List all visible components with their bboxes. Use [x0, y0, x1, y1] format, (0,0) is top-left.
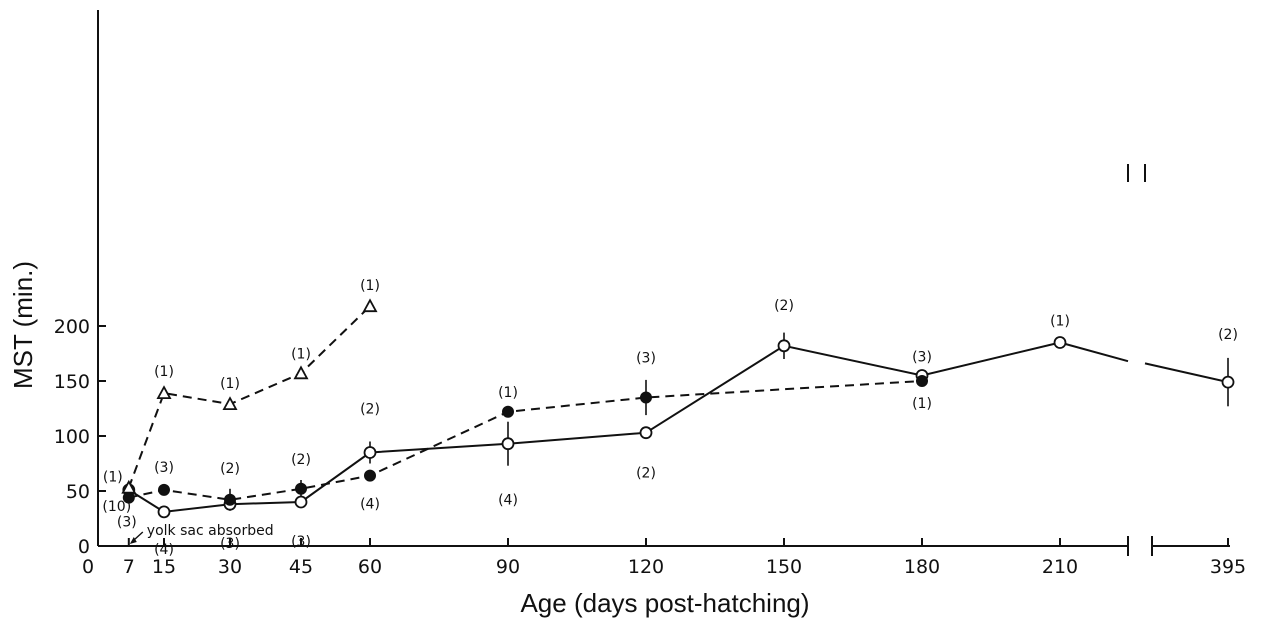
- sample-size-label: (2): [360, 402, 380, 418]
- x-tick-label: 7: [123, 556, 135, 578]
- sample-size-label: (1): [912, 396, 932, 412]
- sample-size-labels: (10) (4) (3) (3) (2) (4) (2) (2) (3) (1) (2) (3) (3)…: [102, 278, 1237, 558]
- series-1-line: [1059, 341, 1129, 363]
- open-circle-point: [157, 505, 171, 519]
- x-tick-label: 60: [358, 556, 382, 578]
- annotation-arrowhead: [129, 537, 137, 544]
- sample-size-label: (3): [636, 351, 656, 367]
- filled-circle-point: [916, 375, 928, 387]
- sample-size-label: (1): [154, 364, 174, 380]
- sample-size-label: (3): [117, 515, 137, 531]
- sample-size-label: (2): [636, 466, 656, 482]
- open-triangle-point: [362, 298, 378, 313]
- y-tick-label: 0: [78, 536, 90, 558]
- x-tick-label: 90: [496, 556, 520, 578]
- y-tick-label: 50: [66, 481, 90, 503]
- x-tick-label: 30: [218, 556, 242, 578]
- filled-circle-point: [502, 405, 514, 418]
- filled-circle-point: [158, 483, 170, 496]
- sample-size-label: (10): [102, 499, 131, 515]
- series-1-line: [1144, 362, 1229, 384]
- y-axis-title: MST (min.): [8, 261, 38, 389]
- sample-size-label: (2): [291, 452, 311, 468]
- open-triangle-point: [293, 365, 309, 380]
- sample-size-label: (3): [154, 460, 174, 476]
- open-triangle-point: [156, 385, 172, 399]
- x-tick-label: 0: [82, 556, 94, 578]
- sample-size-label: (1): [103, 470, 123, 486]
- y-tick-label: 200: [54, 316, 90, 338]
- y-tick-label: 100: [54, 426, 90, 448]
- sample-size-label: (4): [498, 493, 518, 509]
- sample-size-label: (3): [912, 350, 932, 366]
- series-1-line: [128, 341, 1061, 513]
- axes: [97, 10, 1230, 556]
- x-tick-label: 150: [766, 556, 802, 578]
- sample-size-label: (1): [360, 278, 380, 294]
- yolk-sac-annotation: yolk sac absorbed: [129, 523, 274, 544]
- tick-labels: 0 50 100 150 200 0 7 15 30 45 60 90 120 150 180 210 395: [54, 316, 1246, 578]
- filled-circle-point: [224, 493, 236, 506]
- annotation-label: yolk sac absorbed: [147, 523, 274, 539]
- x-axis-title: Age (days post-hatching): [520, 588, 809, 618]
- sample-size-label: (1): [1050, 314, 1070, 330]
- open-circle-point: [639, 426, 653, 440]
- open-circle-point: [363, 446, 377, 459]
- filled-circle-point: [640, 391, 652, 404]
- sample-size-label: (1): [220, 376, 240, 392]
- open-triangle-point: [121, 479, 137, 494]
- open-triangle-point: [222, 396, 238, 410]
- error-bars: [229, 332, 1229, 511]
- x-tick-label: 395: [1210, 556, 1246, 578]
- filled-circle-point: [295, 482, 307, 495]
- sample-size-label: (3): [291, 534, 311, 550]
- sample-size-label: (1): [498, 385, 518, 401]
- open-circle-point: [1221, 375, 1235, 389]
- x-tick-label: 180: [904, 556, 940, 578]
- series-2-line: [128, 380, 923, 501]
- sample-size-label: (3): [220, 536, 240, 552]
- sample-size-label: (2): [1218, 327, 1238, 343]
- open-circle-point: [501, 437, 515, 451]
- sample-size-label: (4): [154, 542, 174, 558]
- open-circle-point: [1053, 336, 1067, 349]
- x-tick-label: 210: [1042, 556, 1078, 578]
- sample-size-label: (2): [774, 298, 794, 314]
- open-circle-point: [777, 339, 791, 353]
- sample-size-label: (1): [291, 346, 311, 362]
- x-tick-label: 120: [628, 556, 664, 578]
- open-circle-point: [294, 495, 308, 509]
- y-tick-label: 150: [54, 371, 90, 393]
- x-tick-label: 45: [289, 556, 313, 578]
- x-tick-label: 15: [152, 556, 176, 578]
- sample-size-label: (4): [360, 497, 380, 513]
- sample-size-label: (2): [220, 461, 240, 477]
- filled-circle-point: [364, 469, 376, 482]
- data-markers: [121, 298, 1235, 519]
